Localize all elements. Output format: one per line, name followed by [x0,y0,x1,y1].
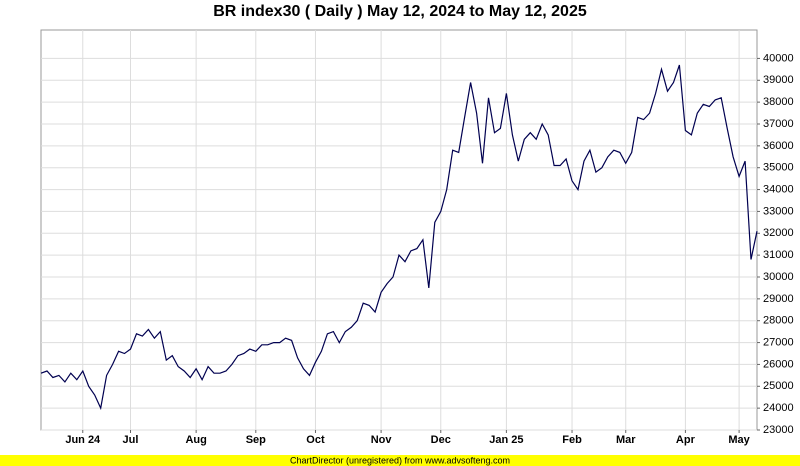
x-tick-label: Oct [306,434,325,446]
x-tick-label: Jun 24 [65,434,101,446]
y-tick-label: 32000 [763,227,794,239]
line [40,64,758,411]
y-tick-label: 24000 [763,402,794,414]
y-tick-label: 35000 [763,162,794,174]
y-tick-label: 30000 [763,271,794,283]
y-tick-label: 37000 [763,118,794,130]
plot-area [40,29,758,431]
y-tick-label: 28000 [763,315,794,327]
y-tick-label: 36000 [763,140,794,152]
y-tick-label: 26000 [763,358,794,370]
y-tick-label: 31000 [763,249,794,261]
y-tick-label: 34000 [763,183,794,195]
y-tick-label: 33000 [763,205,794,217]
y-tick-label: 23000 [763,424,794,436]
footer-bar [0,455,800,466]
x-tick-label: May [728,434,750,446]
x-tick-label: Apr [676,434,696,446]
x-tick-label: Sep [246,434,266,446]
x-tick-label: Jan 25 [489,434,523,446]
y-tick-label: 29000 [763,293,794,305]
footer: ChartDirector (unregistered) from www.ad… [290,455,510,465]
x-tick-label: Nov [371,434,393,446]
y-tick-label: 38000 [763,96,794,108]
x-tick-label: Dec [431,434,451,446]
y-tick-label: 40000 [763,52,794,64]
chart-title: BR index30 ( Daily ) May 12, 2024 to May… [213,3,587,20]
x-tick-label: Aug [185,434,206,446]
y-tick-label: 25000 [763,380,794,392]
y-tick-label: 39000 [763,74,794,86]
x-tick-label: Feb [562,434,582,446]
y-tick-label: 27000 [763,336,794,348]
x-tick-label: Jul [123,434,139,446]
x-tick-label: Mar [616,434,636,446]
